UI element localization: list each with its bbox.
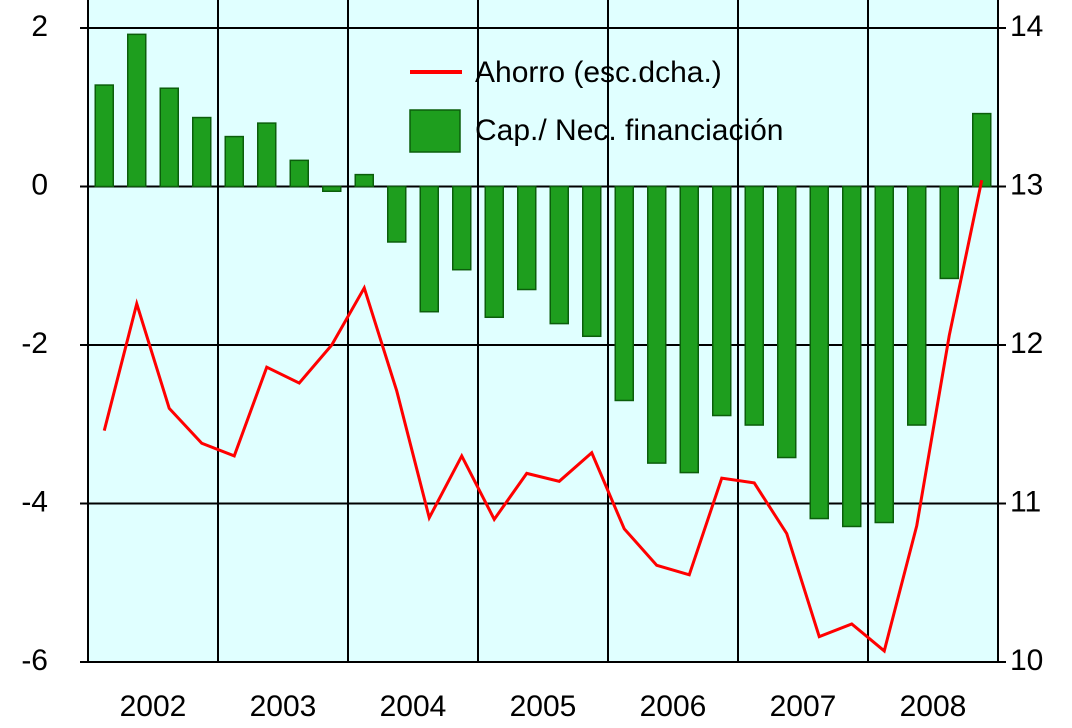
bar xyxy=(874,185,894,524)
bar xyxy=(452,185,472,271)
bar xyxy=(939,185,959,280)
bar xyxy=(354,173,374,188)
bar xyxy=(419,185,439,313)
legend-label: Cap./ Nec. financiación xyxy=(475,114,784,147)
y2-tick-label: 13 xyxy=(1010,168,1043,201)
bar xyxy=(679,185,699,474)
x-tick-label: 2006 xyxy=(640,690,707,723)
bar xyxy=(842,185,862,528)
bar xyxy=(127,33,147,188)
x-tick-label: 2007 xyxy=(770,690,837,723)
bar xyxy=(224,135,244,188)
legend-swatch xyxy=(409,109,461,153)
bar xyxy=(972,112,992,188)
y-tick-label: -6 xyxy=(21,644,48,677)
bar xyxy=(159,87,179,188)
x-tick-label: 2005 xyxy=(510,690,577,723)
bar xyxy=(289,159,309,188)
y2-tick-label: 10 xyxy=(1010,644,1043,677)
y-tick-label: -4 xyxy=(21,485,48,518)
y-tick-label: 0 xyxy=(31,168,48,201)
y2-tick-label: 14 xyxy=(1010,10,1043,43)
bar xyxy=(322,185,342,193)
bar xyxy=(907,185,927,426)
bar xyxy=(192,116,212,188)
y2-tick-label: 11 xyxy=(1010,485,1041,518)
bar xyxy=(517,185,537,291)
bar xyxy=(744,185,764,426)
x-tick-label: 2004 xyxy=(380,690,447,723)
bar xyxy=(614,185,634,402)
y-tick-label: 2 xyxy=(31,10,48,43)
bar xyxy=(257,122,277,188)
bar xyxy=(809,185,829,520)
x-tick-label: 2008 xyxy=(900,690,967,723)
bar xyxy=(582,185,602,338)
y-tick-label: -2 xyxy=(21,327,48,360)
bar xyxy=(484,185,504,319)
x-tick-label: 2003 xyxy=(250,690,317,723)
bar xyxy=(777,185,797,459)
x-tick-label: 2002 xyxy=(120,690,187,723)
bar xyxy=(387,185,407,243)
legend-label: Ahorro (esc.dcha.) xyxy=(475,56,722,89)
y2-tick-label: 12 xyxy=(1010,327,1043,360)
bar xyxy=(712,185,732,417)
line xyxy=(102,179,984,654)
bar xyxy=(549,185,569,325)
bar xyxy=(647,185,667,464)
bar xyxy=(94,84,114,188)
